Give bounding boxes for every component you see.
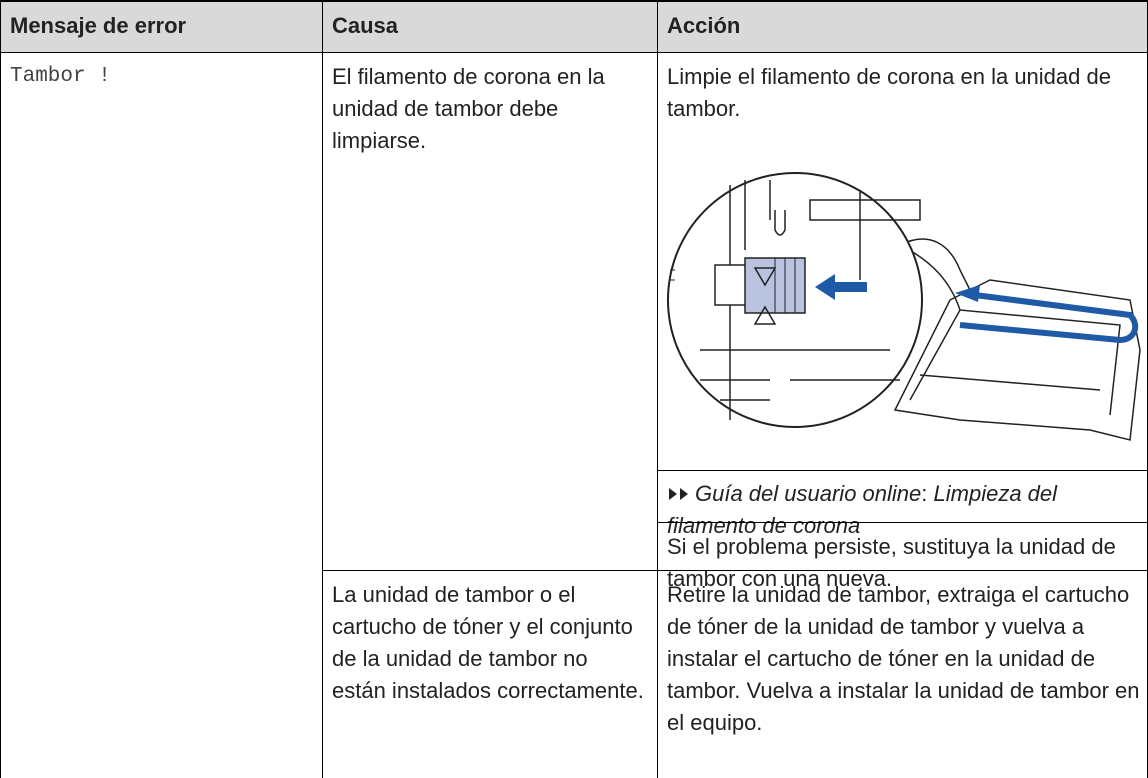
border (0, 52, 1148, 53)
border (657, 522, 1148, 523)
border (657, 470, 1148, 471)
cause: El filamento de corona en la unidad de t… (332, 64, 605, 153)
separator: : (921, 481, 928, 506)
action: Limpie el filamento de corona en la unid… (667, 64, 1111, 121)
border (322, 570, 1148, 571)
border (657, 0, 658, 778)
cause: La unidad de tambor o el cartucho de tón… (332, 582, 644, 703)
reference: Guía del usuario online: Limpieza del fi… (657, 470, 1148, 551)
arrow-icon (669, 488, 688, 500)
header-cell: Acción (657, 0, 1148, 52)
topic[interactable]: Limpieza del filamento de corona (667, 481, 1058, 538)
action: Retire la unidad de tambor, extraiga el … (667, 582, 1140, 735)
header-cell: Causa (322, 0, 657, 52)
border (0, 0, 1, 778)
illustration (667, 172, 1141, 441)
error-message: Tambor ! (10, 65, 111, 88)
guide-link[interactable]: Guía del usuario online (695, 481, 922, 506)
border (0, 0, 1148, 2)
border (322, 0, 323, 778)
header-cell: Mensaje de error (0, 0, 322, 52)
